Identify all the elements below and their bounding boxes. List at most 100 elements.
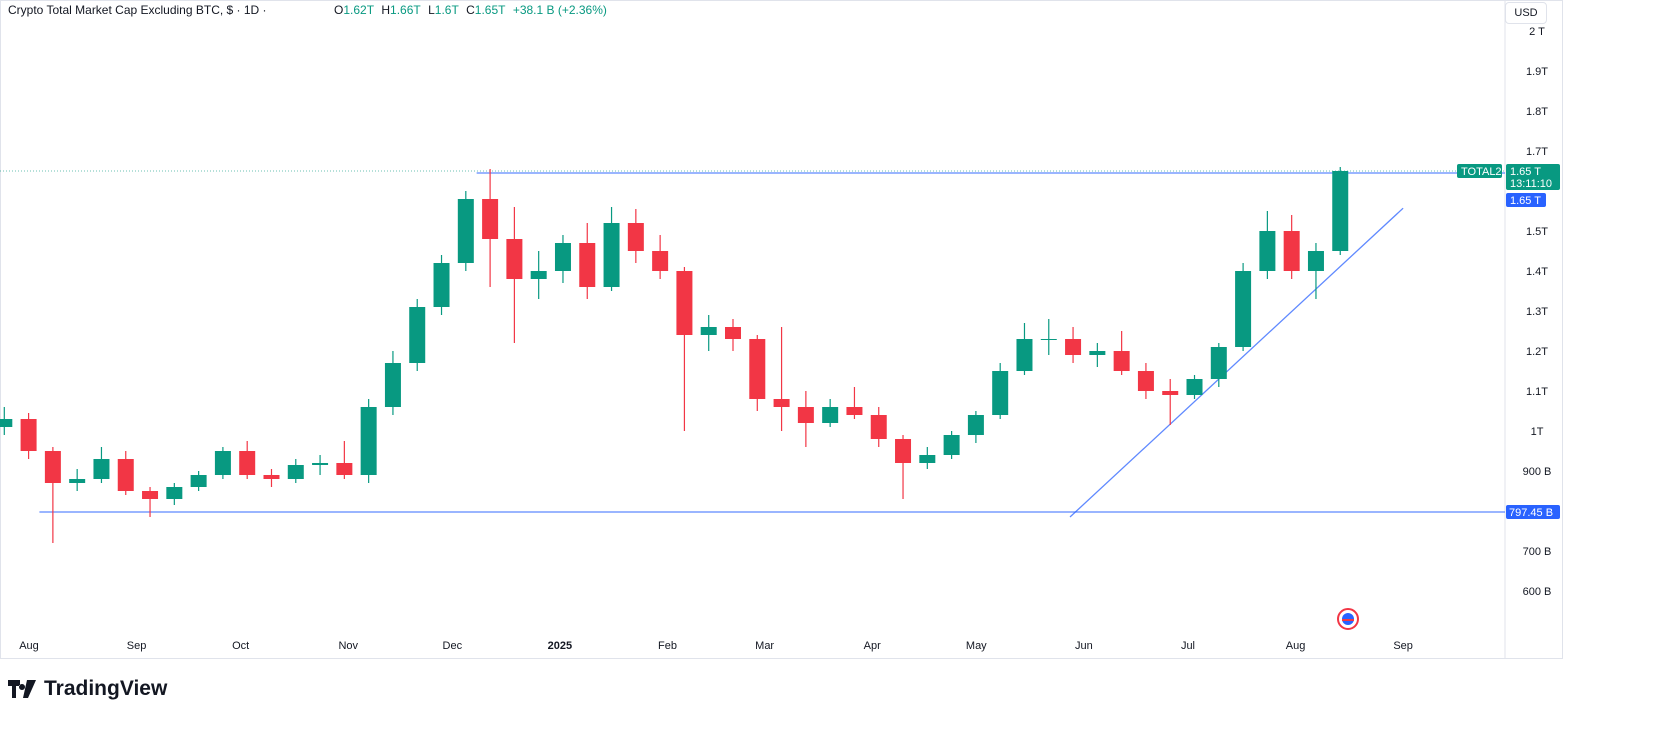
candle-body <box>1210 347 1227 379</box>
candle-body <box>627 223 644 251</box>
currency-button[interactable]: USD <box>1505 2 1547 24</box>
candle-body <box>117 459 134 491</box>
candle-body <box>700 327 717 335</box>
candle-body <box>822 407 839 423</box>
symbol-label-bg <box>1457 164 1502 178</box>
x-tick-label: Apr <box>864 640 881 652</box>
candle-down <box>846 387 863 419</box>
candle-down <box>1065 327 1082 363</box>
candle-body <box>263 475 280 479</box>
ohlc-readout: O1.62T H1.66T L1.6T C1.65T +38.1 B (+2.3… <box>334 3 611 17</box>
x-tick-label: Jun <box>1075 640 1093 652</box>
candle-down <box>336 441 353 479</box>
candle-up <box>530 251 547 299</box>
candle-body <box>749 339 766 399</box>
candle-body <box>287 465 304 479</box>
candle-down <box>773 327 790 431</box>
candle-down <box>239 441 256 479</box>
last-price-label-bg <box>1506 164 1560 190</box>
candle-body <box>312 463 329 465</box>
candle-body <box>482 199 499 239</box>
candle-up <box>214 447 231 479</box>
brand-name: TradingView <box>44 677 168 700</box>
candle-body <box>992 371 1009 415</box>
candle-down <box>895 435 912 499</box>
candle-down <box>652 235 669 279</box>
y-tick-label: 600 B <box>1523 586 1552 598</box>
candle-down <box>117 451 134 495</box>
candle-up <box>822 399 839 427</box>
candle-body <box>190 475 207 487</box>
y-tick-label: 1T <box>1531 426 1544 438</box>
candle-down <box>482 169 499 287</box>
close-value: 1.65T <box>474 3 506 17</box>
candle-body <box>1113 351 1130 371</box>
candle-up <box>69 469 86 491</box>
candle-up <box>1235 263 1252 351</box>
candle-body <box>506 239 523 279</box>
candle-down <box>1137 363 1154 399</box>
candle-body <box>1307 251 1324 271</box>
candle-body <box>603 223 620 287</box>
candle-body <box>967 415 984 435</box>
candle-body <box>652 251 669 271</box>
candle-body <box>870 415 887 439</box>
candle-body <box>214 451 231 475</box>
candle-body <box>69 479 86 483</box>
candle-body <box>1162 391 1179 395</box>
tradingview-logo[interactable]: TradingView <box>8 677 167 701</box>
candle-body <box>44 451 61 483</box>
candles <box>0 167 1349 543</box>
candle-body <box>1089 351 1106 355</box>
symbol-label: TOTAL2 <box>1457 164 1502 178</box>
x-tick-label: 2025 <box>548 640 572 652</box>
candle-up <box>700 315 717 351</box>
candle-down <box>797 391 814 447</box>
candle-body <box>142 491 159 499</box>
y-tick-label: 1.3T <box>1526 306 1548 318</box>
high-value: 1.66T <box>390 3 421 17</box>
candle-down <box>44 447 61 543</box>
candle-body <box>1186 379 1203 395</box>
price-chart[interactable]: 2 T 1.9T 1.8T 1.7T 1.5T 1.4T 1.3T 1.2T 1.1T 1T 900… <box>0 0 1676 670</box>
candle-down <box>20 413 37 459</box>
candle-down <box>627 209 644 263</box>
x-tick-label: Aug <box>19 640 39 652</box>
candle-up <box>384 351 401 415</box>
candle-body <box>725 327 741 339</box>
candle-body <box>773 399 790 407</box>
open-value: 1.62T <box>343 3 375 17</box>
candle-body <box>530 271 547 279</box>
candle-up <box>919 447 936 469</box>
last-price-label: 1.65 T13:11:10 <box>1506 164 1560 190</box>
open-label: O <box>334 3 344 17</box>
x-tick-label: Aug <box>1286 640 1306 652</box>
candle-down <box>1113 331 1130 375</box>
x-tick-label: Nov <box>338 640 358 652</box>
y-tick-label: 700 B <box>1523 546 1552 558</box>
candle-body <box>1235 271 1252 347</box>
low-label: L <box>428 3 435 17</box>
symbol-label-text: TOTAL2 <box>1461 166 1502 178</box>
candle-down <box>579 223 596 299</box>
candle-body <box>1065 339 1082 355</box>
us-events-flag-icon <box>1337 608 1359 630</box>
candle-up <box>1089 343 1106 367</box>
candle-down <box>1283 215 1300 279</box>
x-tick-label: Sep <box>1393 640 1413 652</box>
candle-up <box>1040 319 1057 355</box>
candle-body <box>93 459 110 479</box>
y-tick-label: 1.8T <box>1526 106 1548 118</box>
candle-down <box>870 407 887 447</box>
candle-body <box>433 263 450 307</box>
chart-frame <box>0 0 1563 659</box>
y-tick-label: 1.2T <box>1526 346 1548 358</box>
candle-up <box>1210 343 1227 387</box>
candle-up <box>1259 211 1276 279</box>
candle-down <box>749 335 766 411</box>
candle-up <box>457 191 474 271</box>
y-tick-label: 1.7T <box>1526 146 1548 158</box>
candle-up <box>0 407 13 435</box>
flag-stripe <box>1342 619 1354 621</box>
candle-up <box>967 411 984 443</box>
